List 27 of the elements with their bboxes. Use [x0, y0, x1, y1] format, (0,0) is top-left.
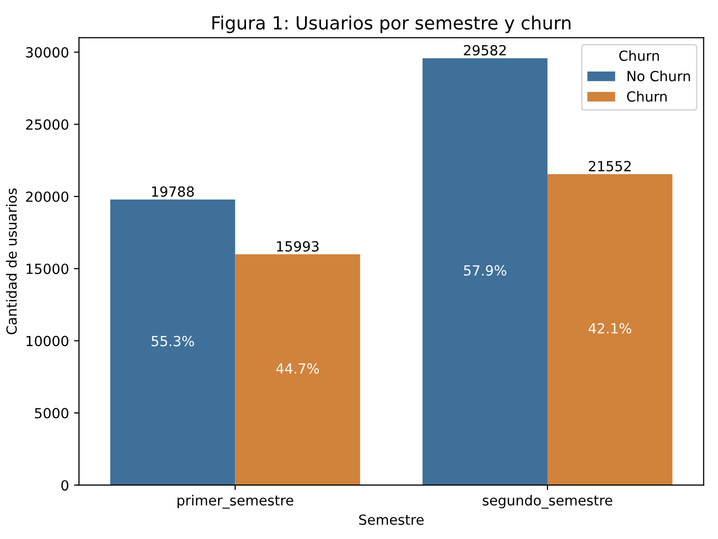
y-tick-label: 10000 — [26, 336, 68, 346]
bar — [422, 58, 548, 486]
legend-label: No Churn — [628, 70, 690, 82]
annotation: 42.1% — [588, 323, 632, 334]
data-label: 19788 — [152, 186, 194, 197]
y-tick-label: 30000 — [26, 47, 68, 58]
y-tick-label: 15000 — [26, 264, 68, 274]
legend-title: Churn — [619, 50, 659, 61]
x-axis-title: Semestre — [359, 514, 424, 525]
chart-title: Figura 1: Usuarios por semestre y churn — [212, 16, 570, 34]
data-label: 29582 — [464, 44, 506, 56]
data-label: 15993 — [277, 241, 319, 252]
y-tick-label: 25000 — [26, 119, 68, 130]
x-tick-label: segundo_semestre — [482, 494, 612, 509]
y-axis-title: Cantidad de usuarios — [6, 188, 17, 334]
annotation: 57.9% — [464, 265, 506, 276]
x-tick-label: primer_semestre — [178, 494, 294, 509]
y-tick-label: 20000 — [26, 191, 68, 202]
annotation: 55.3% — [152, 336, 194, 346]
bar — [110, 200, 236, 486]
bar — [547, 174, 672, 486]
y-tick-label: 5000 — [34, 408, 68, 418]
y-tick-label: 0 — [61, 480, 68, 491]
bar — [235, 254, 360, 486]
annotation: 44.7% — [276, 363, 319, 374]
legend-label: Churn — [627, 91, 667, 102]
data-label: 21552 — [588, 160, 631, 172]
